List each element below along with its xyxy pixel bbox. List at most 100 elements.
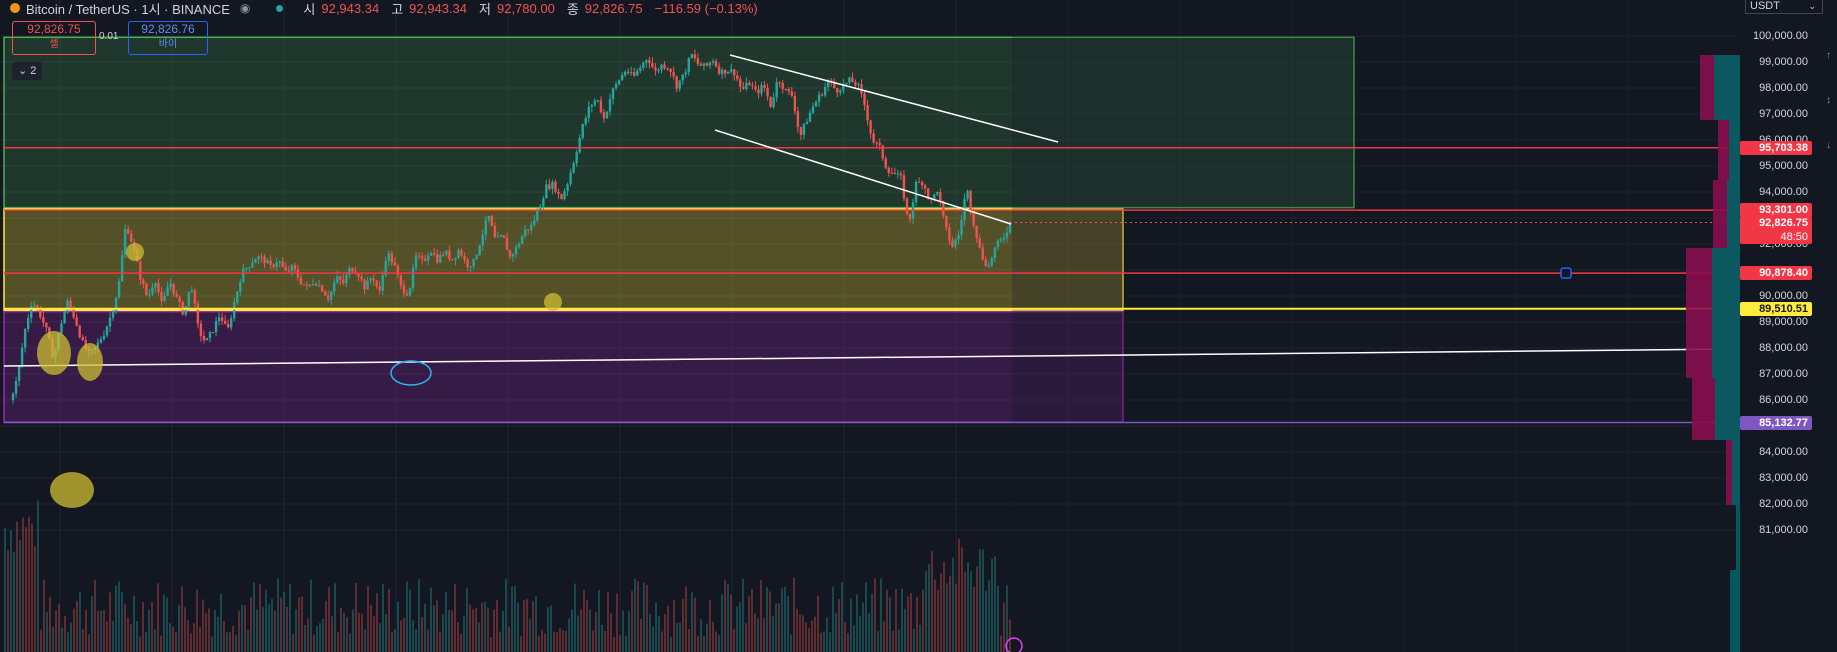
volume-bar: [556, 632, 558, 652]
volume-bar: [817, 595, 819, 652]
volume-bar: [166, 597, 168, 652]
volume-bar: [664, 614, 666, 652]
close-label: 종: [566, 1, 579, 17]
volume-bar: [352, 609, 354, 652]
volume-bar: [598, 590, 600, 652]
volume-bar: [502, 611, 504, 652]
price-level-tag[interactable]: 90,878.40: [1740, 266, 1812, 281]
volume-bar: [697, 635, 699, 652]
candle-body: [514, 246, 518, 255]
indicator-collapse-button[interactable]: ⌄ 2: [12, 62, 43, 80]
volume-bar: [214, 609, 216, 652]
eye-icon[interactable]: ◉: [239, 1, 251, 15]
candle-body: [908, 213, 912, 219]
symbol-title[interactable]: Bitcoin / TetherUS · 1시 · BINANCE: [26, 1, 230, 17]
arrow-icon[interactable]: ↕: [1826, 95, 1831, 106]
volume-bar: [148, 609, 150, 652]
volume-bar: [322, 618, 324, 652]
candle-body: [651, 63, 654, 68]
currency-select[interactable]: USDT ⌄: [1745, 0, 1823, 14]
candle-body: [72, 307, 75, 318]
volume-bar: [64, 615, 66, 652]
candle-body: [878, 142, 881, 146]
candle-body: [305, 284, 309, 286]
candle-body: [287, 270, 290, 272]
candle-body: [1008, 222, 1012, 233]
arrow-up-icon[interactable]: ↑: [1826, 50, 1831, 61]
volume-bar: [874, 578, 876, 652]
candle-body: [896, 173, 900, 175]
volume-bar: [820, 632, 822, 652]
candle-body: [584, 117, 587, 125]
volume-bar: [982, 549, 984, 652]
price-level-tag[interactable]: 85,132.77: [1740, 415, 1812, 430]
volume-bar: [265, 589, 267, 652]
candle-body: [736, 75, 739, 80]
volume-bar: [706, 623, 708, 652]
candle-body: [381, 275, 384, 291]
volume-bar: [604, 630, 606, 652]
candle-body: [620, 75, 624, 81]
volume-bar: [205, 612, 207, 652]
volume-bar: [310, 579, 312, 652]
low-value: 92,780.00: [496, 0, 555, 16]
volume-bar: [733, 629, 735, 652]
candle-body: [39, 308, 42, 318]
volume-bar: [256, 609, 258, 652]
candle-body: [757, 89, 760, 94]
candle-body: [145, 283, 148, 296]
volume-bar: [37, 500, 39, 652]
price-level-tag[interactable]: 89,510.51: [1740, 301, 1812, 316]
candle-body: [842, 83, 845, 91]
volume-bar: [10, 530, 12, 652]
volume-bar: [772, 616, 774, 652]
candle-body: [396, 265, 400, 276]
candle-body: [148, 294, 151, 296]
candle-body: [172, 283, 175, 294]
candle-body: [720, 69, 724, 74]
candle-body: [593, 100, 597, 105]
candle-body: [696, 58, 700, 64]
candle-body: [351, 268, 354, 272]
candle-body: [793, 95, 797, 112]
volume-bar: [835, 612, 837, 652]
candle-body: [114, 297, 118, 312]
price-axis[interactable]: 100,000.0099,000.0098,000.0097,000.0096,…: [1740, 0, 1837, 652]
volume-bar: [481, 602, 483, 652]
candle-body: [675, 76, 678, 89]
candle-body: [808, 112, 812, 122]
volume-bar: [667, 605, 669, 652]
quantity-value[interactable]: 0.01: [99, 31, 119, 42]
candle-body: [802, 124, 806, 135]
candle-body: [496, 236, 500, 238]
price-level-tag[interactable]: 93,301.00: [1740, 203, 1812, 218]
candle-body: [330, 291, 333, 300]
volume-bar: [187, 620, 189, 652]
candle-body: [887, 167, 890, 173]
volume-bar: [199, 627, 201, 652]
volume-bar: [67, 632, 69, 652]
zones: [3, 36, 1355, 423]
candle-body: [81, 337, 84, 341]
sell-label: 셀: [49, 39, 59, 50]
buy-button[interactable]: 92,826.76 바이: [128, 21, 208, 55]
volume-bar: [271, 598, 273, 652]
candle-body: [642, 62, 645, 68]
volume-bar: [682, 598, 684, 652]
alert-handle: [1560, 267, 1572, 279]
volume-bar: [970, 571, 972, 652]
volume-bar: [505, 579, 507, 652]
arrow-down-icon[interactable]: ↓: [1826, 140, 1831, 151]
candle-body: [578, 137, 581, 153]
candle-body: [636, 71, 639, 76]
volume-bar: [52, 626, 54, 652]
price-level-tag[interactable]: 95,703.38: [1740, 140, 1812, 155]
candle-body: [826, 80, 830, 87]
volume-bar: [178, 604, 180, 652]
volume-bar: [898, 629, 900, 652]
last-price-tag[interactable]: 92,826.75 48:50: [1740, 215, 1812, 244]
sell-button[interactable]: 92,826.75 셀: [12, 21, 96, 55]
candle-body: [323, 291, 327, 296]
